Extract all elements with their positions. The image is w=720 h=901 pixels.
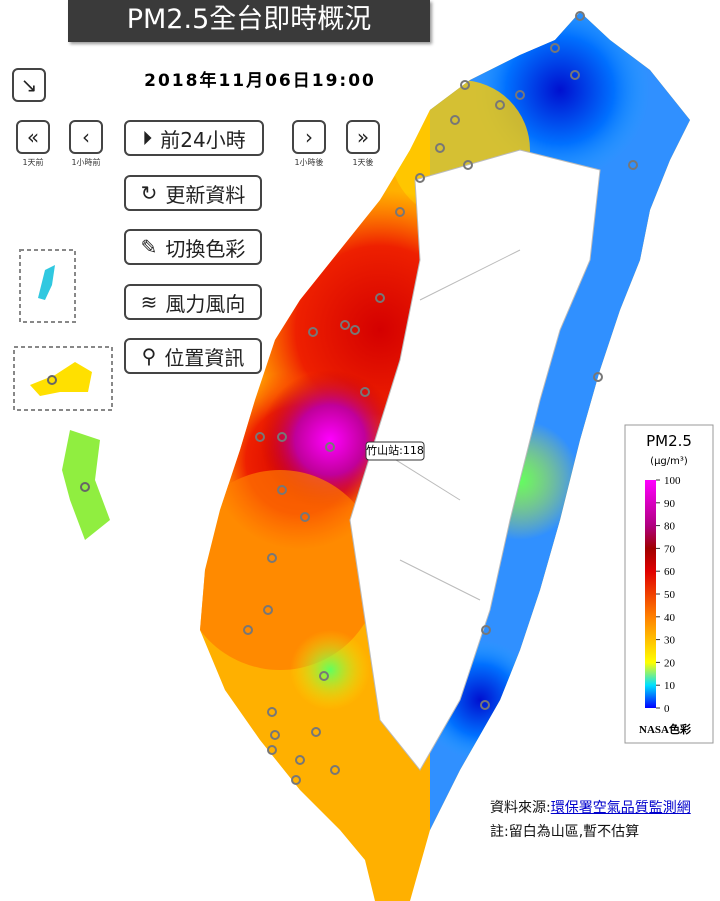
station bbox=[47, 375, 57, 385]
button-label: 位置資訊 bbox=[164, 345, 245, 370]
title: PM2.5全台即時概況 bbox=[68, 0, 430, 42]
legend-tick-label: 30 bbox=[664, 635, 676, 647]
day-forward-label: 1天後 bbox=[352, 158, 374, 167]
legend-caption: NASA色彩 bbox=[639, 722, 691, 736]
day-back-button[interactable]: « bbox=[16, 120, 50, 154]
legend-tick-label: 60 bbox=[664, 566, 676, 578]
legend-tick-label: 90 bbox=[664, 498, 676, 510]
legend-tick-label: 0 bbox=[664, 703, 670, 715]
legend-unit: (μg/m³) bbox=[650, 456, 688, 467]
past-24h-button[interactable]: ⏵ 前24小時 bbox=[124, 120, 264, 156]
color-button[interactable]: ✎ 切換色彩 bbox=[124, 229, 262, 265]
collapse-button[interactable]: ↘ bbox=[12, 68, 46, 102]
legend-tick-label: 40 bbox=[664, 612, 676, 624]
source-link[interactable]: 環保署空氣品質監測網 bbox=[550, 800, 691, 816]
source-label: 資料來源: bbox=[490, 800, 551, 816]
note: 註:留白為山區,暫不估算 bbox=[490, 824, 640, 840]
station bbox=[80, 482, 90, 492]
tooltip: 竹山站:118 bbox=[366, 443, 424, 457]
kinmen bbox=[30, 362, 92, 396]
hour-forward-label: 1小時後 bbox=[294, 158, 324, 167]
inset-kinmen bbox=[13, 346, 113, 411]
color-bar bbox=[645, 480, 656, 708]
button-label: 切換色彩 bbox=[165, 236, 246, 261]
hour-back-label: 1小時前 bbox=[71, 158, 101, 167]
day-forward-button[interactable]: » bbox=[346, 120, 380, 154]
legend-tick-label: 80 bbox=[664, 521, 676, 533]
legend-box bbox=[624, 424, 714, 744]
refresh-button[interactable]: ↻ 更新資料 bbox=[124, 175, 262, 211]
hour-forward-button[interactable]: › bbox=[292, 120, 326, 154]
penghu bbox=[62, 430, 110, 540]
legend-tick-label: 50 bbox=[664, 589, 676, 601]
matsu bbox=[38, 265, 55, 300]
legend-title: PM2.5 bbox=[646, 432, 692, 450]
button-label: 前24小時 bbox=[160, 127, 246, 152]
hour-back-button[interactable]: ‹ bbox=[69, 120, 103, 154]
location-button[interactable]: ⚲ 位置資訊 bbox=[124, 338, 262, 374]
legend-tick-label: 70 bbox=[664, 543, 676, 555]
tooltip-box bbox=[365, 441, 425, 461]
stations bbox=[243, 11, 638, 785]
legend-tick-label: 20 bbox=[664, 657, 676, 669]
inset-matsu bbox=[19, 249, 76, 323]
day-back-label: 1天前 bbox=[22, 158, 44, 167]
datetime: 2018年11月06日19:00 bbox=[144, 71, 376, 91]
legend-tick-label: 100 bbox=[664, 475, 681, 487]
wind-button[interactable]: ≋ 風力風向 bbox=[124, 284, 262, 320]
button-label: 風力風向 bbox=[165, 291, 246, 316]
legend-tick-label: 10 bbox=[664, 680, 676, 692]
button-label: 更新資料 bbox=[165, 182, 246, 207]
source: 資料來源:環保署空氣品質監測網 bbox=[490, 797, 691, 817]
